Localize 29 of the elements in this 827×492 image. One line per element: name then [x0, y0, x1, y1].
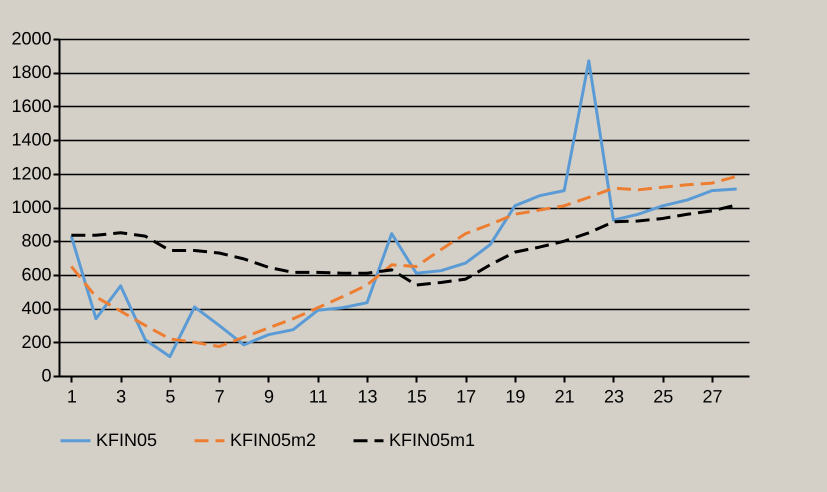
- y-tick-label: 0: [41, 366, 52, 386]
- x-tick-label: 5: [165, 386, 176, 406]
- x-tick-label: 23: [604, 386, 624, 406]
- y-tick-label: 800: [21, 230, 52, 251]
- x-tick-label: 13: [358, 386, 378, 406]
- y-tick-label: 600: [21, 264, 52, 284]
- x-tick-label: 19: [505, 386, 526, 406]
- y-tick-label: 400: [21, 298, 52, 318]
- y-tick-label: 1400: [11, 130, 52, 150]
- x-tick-label: 1: [66, 386, 77, 406]
- legend-label: KFIN05: [96, 430, 158, 450]
- y-tick-label: 1600: [11, 96, 52, 116]
- y-tick-label: 2000: [11, 28, 52, 48]
- x-tick-label: 11: [308, 386, 328, 406]
- x-tick-label: 17: [456, 386, 476, 406]
- x-tick-label: 15: [406, 386, 427, 406]
- y-tick-label: 200: [21, 332, 52, 352]
- x-tick-label: 25: [653, 386, 674, 406]
- x-tick-label: 3: [116, 386, 126, 406]
- line-series: [70, 59, 738, 358]
- x-tick-label: 21: [554, 386, 575, 406]
- y-tick-label: 1200: [11, 163, 52, 184]
- x-tick-label: 27: [702, 386, 723, 406]
- legend-label: KFIN05m2: [230, 430, 316, 450]
- x-tick-label: 9: [264, 386, 274, 406]
- legend-label: KFIN05m1: [389, 430, 476, 450]
- y-tick-label: 1800: [11, 62, 52, 82]
- x-tick-label: 7: [214, 386, 225, 406]
- y-tick-label: 1000: [11, 197, 52, 217]
